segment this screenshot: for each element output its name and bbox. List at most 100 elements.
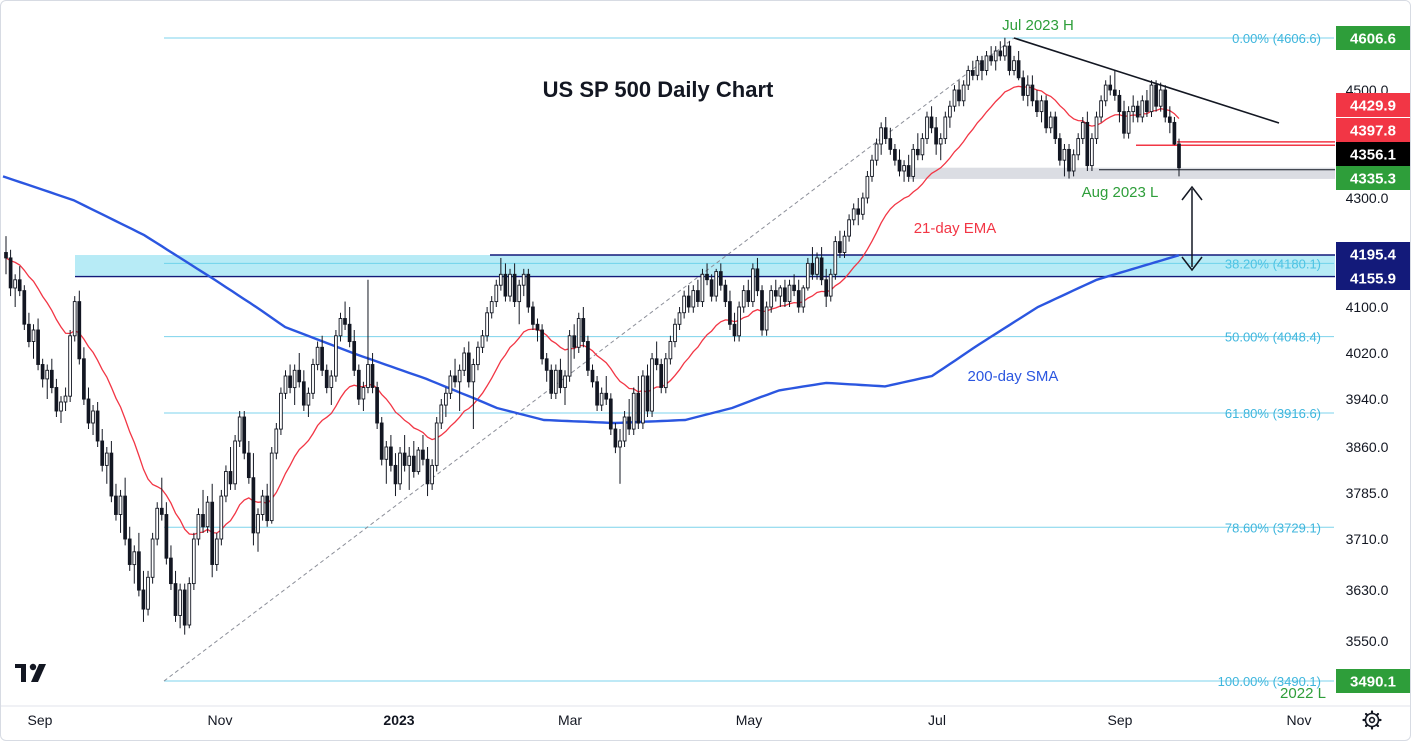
candle (613, 423, 618, 454)
candle (792, 274, 796, 297)
candle-body (622, 416, 627, 442)
candle (663, 353, 668, 394)
candle (398, 447, 402, 490)
candle (320, 335, 324, 376)
candle-body (1071, 154, 1076, 172)
candle-body (581, 318, 586, 342)
candle-body (127, 538, 132, 565)
candle (159, 477, 164, 521)
candle-body (1076, 138, 1081, 156)
candle-body (498, 273, 503, 286)
candle (746, 279, 751, 307)
candle (948, 100, 952, 128)
candle-body (49, 369, 54, 389)
candle (265, 483, 270, 527)
candle-body (787, 284, 792, 303)
candle-body (1135, 105, 1140, 118)
candle (1030, 75, 1035, 107)
candle (389, 435, 393, 472)
candle (874, 138, 879, 166)
candle-body (700, 273, 705, 303)
candle (906, 154, 911, 182)
time-tick: Nov (208, 712, 233, 728)
candle-body (874, 143, 879, 161)
candle-body (599, 392, 604, 406)
candle-body (714, 271, 719, 297)
candle-body (824, 279, 829, 297)
candle (22, 285, 27, 330)
candle (352, 330, 357, 376)
candle (737, 301, 741, 342)
candle (49, 358, 54, 394)
label-2022-low: 2022 L (1280, 685, 1326, 702)
candle-body (4, 252, 8, 259)
candle (860, 192, 865, 220)
candle-body (1145, 100, 1149, 113)
candle-body (980, 60, 984, 71)
candle-body (535, 323, 540, 331)
candle-body (558, 369, 563, 389)
time-tick: Sep (1108, 712, 1133, 728)
candle (127, 526, 132, 571)
candle (260, 489, 265, 521)
candle-body (155, 507, 160, 540)
candle-body (663, 358, 668, 389)
time-tick: Jul (928, 712, 946, 728)
candle (40, 358, 45, 388)
candle (659, 358, 664, 394)
candle (1039, 95, 1044, 123)
candle-body (265, 495, 270, 522)
candle (636, 376, 641, 429)
candle-body (521, 273, 526, 286)
price-tag-bg (1336, 93, 1410, 117)
candle-body (1117, 94, 1122, 113)
candle (938, 133, 943, 161)
candle-body (755, 268, 760, 292)
candle-body (1080, 121, 1085, 140)
candle-body (943, 116, 948, 140)
candle (1012, 55, 1016, 76)
candle (169, 545, 173, 590)
price-tag: 4195.4 (1336, 242, 1410, 266)
tradingview-logo[interactable] (15, 663, 46, 682)
candle (444, 387, 448, 417)
candle (114, 483, 118, 521)
candle-body (833, 241, 838, 275)
candle (301, 370, 306, 411)
time-axis-ticks: Sep Nov 2023 Mar May Jul Sep Nov (28, 712, 1312, 728)
candle (347, 307, 352, 348)
candle (1108, 75, 1113, 96)
candle (137, 532, 141, 597)
candle (1167, 106, 1172, 134)
candle (980, 55, 984, 81)
price-tag: 4606.6 (1336, 26, 1410, 50)
fib-label: 78.60% (3729.1) (1225, 520, 1321, 535)
gear-icon[interactable] (1362, 710, 1382, 730)
candle (1003, 37, 1007, 61)
candle-body (95, 410, 100, 442)
candle-body (283, 375, 288, 394)
candle-body (393, 464, 398, 485)
candle-body (879, 127, 883, 145)
candle-body (159, 507, 164, 515)
candle-body (989, 55, 993, 62)
candle (191, 532, 196, 590)
candle (975, 55, 980, 81)
candle (36, 318, 40, 371)
candle-body (352, 341, 357, 371)
candle-body (1039, 100, 1044, 113)
candle (59, 396, 63, 423)
candle-body (888, 138, 893, 150)
candle (755, 257, 760, 297)
candle (242, 411, 247, 460)
candle (471, 358, 476, 429)
candle (966, 65, 971, 90)
candle-body (934, 127, 938, 145)
candle (17, 266, 22, 297)
candle-body (728, 301, 732, 325)
time-tick: Mar (558, 712, 582, 728)
candle-body (586, 341, 590, 371)
candle-body (686, 295, 691, 308)
candle-body (301, 381, 306, 406)
